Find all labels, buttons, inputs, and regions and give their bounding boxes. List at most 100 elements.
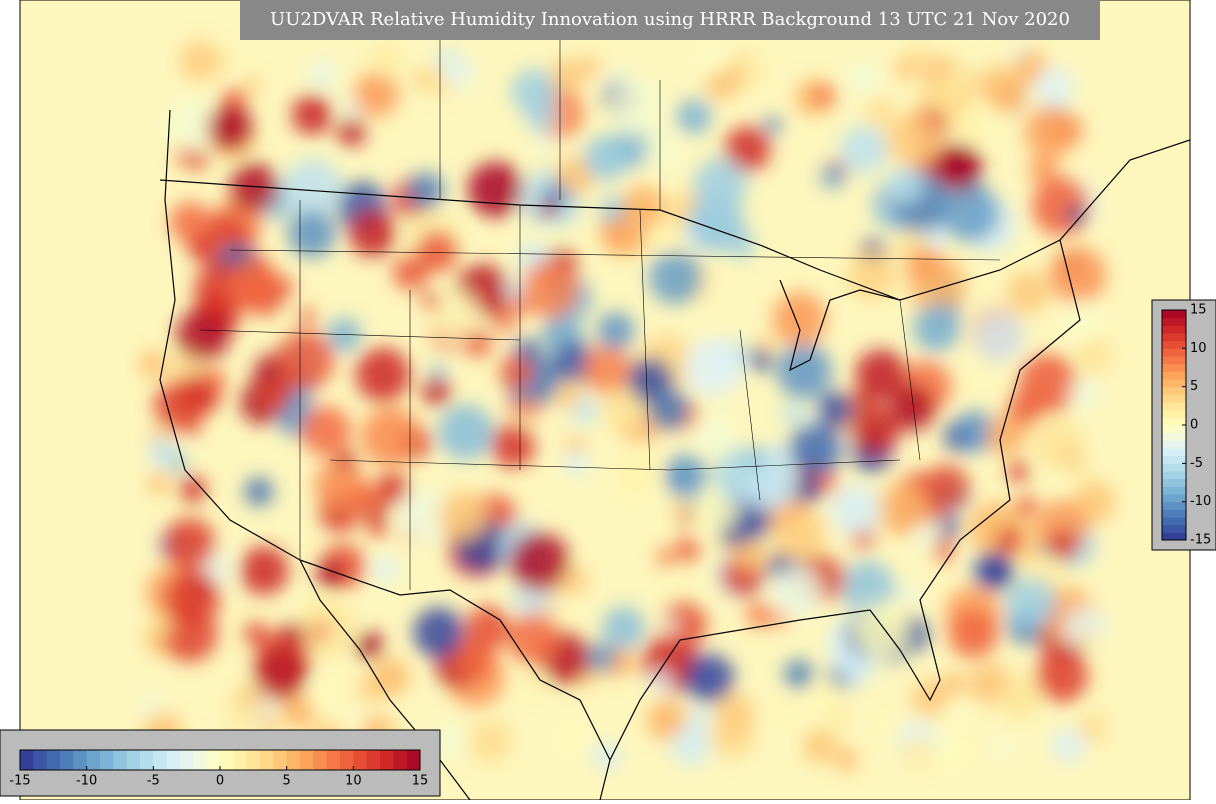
humidity-blob [1014, 495, 1038, 519]
humidity-blob [229, 162, 279, 212]
humidity-blob [509, 531, 569, 592]
humidity-blob [887, 166, 924, 204]
humidity-blob [582, 344, 632, 394]
colorbar-segment [166, 750, 181, 770]
humidity-blob [694, 414, 736, 456]
humidity-blob [307, 681, 338, 712]
colorbar-segment [353, 750, 368, 770]
humidity-blob [746, 601, 773, 628]
humidity-blob [1024, 106, 1077, 159]
humidity-blob [201, 368, 226, 393]
humidity-blob [763, 116, 782, 134]
colorbar-segment [1162, 333, 1186, 342]
humidity-blob [469, 720, 512, 763]
colorbar-segment [1162, 432, 1186, 441]
humidity-blob [179, 40, 220, 82]
humidity-blob [608, 78, 668, 137]
humidity-blob [583, 135, 629, 181]
humidity-blob [905, 246, 944, 285]
humidity-blob [886, 112, 941, 167]
humidity-blob [876, 483, 928, 536]
humidity-blob [811, 83, 837, 109]
colorbar-segment [273, 750, 288, 770]
colorbar-segment [260, 750, 274, 770]
colorbar-segment [286, 750, 301, 770]
humidity-blob [1005, 577, 1057, 629]
colorbar-segment [313, 750, 328, 770]
humidity-blob [413, 607, 464, 658]
humidity-blob [664, 453, 708, 498]
humidity-blob [992, 736, 1014, 758]
colorbar-segment [1162, 386, 1186, 395]
humidity-blob [1079, 714, 1107, 742]
humidity-blob [558, 726, 586, 753]
humidity-blob [839, 125, 888, 174]
humidity-blob [675, 98, 712, 135]
humidity-blob [422, 377, 451, 406]
humidity-blob [368, 43, 403, 78]
colorbar-segment [60, 750, 74, 770]
humidity-blob [282, 159, 343, 219]
humidity-blob [179, 475, 207, 503]
humidity-blob [1007, 460, 1029, 483]
humidity-blob [166, 99, 218, 152]
colorbar-tick-label: -5 [147, 774, 160, 789]
colorbar-segment [1162, 509, 1186, 518]
colorbar-segment [86, 750, 101, 770]
humidity-blob [148, 436, 179, 468]
humidity-blob [349, 484, 381, 517]
humidity-blob [491, 423, 536, 468]
humidity-blob [579, 56, 600, 77]
humidity-blob [993, 79, 1028, 114]
colorbar-segment [206, 750, 221, 770]
humidity-blob [441, 55, 476, 90]
colorbar-segment [1162, 317, 1186, 326]
humidity-blob [847, 250, 897, 300]
humidity-blob [254, 647, 308, 701]
humidity-blob [998, 675, 1042, 719]
humidity-blob [782, 403, 804, 425]
humidity-blob [770, 566, 823, 618]
humidity-blob [475, 290, 498, 313]
humidity-blob [463, 329, 492, 358]
humidity-blob [372, 556, 399, 583]
colorbar-tick-label: -15 [9, 774, 30, 789]
colorbar-segment [20, 750, 34, 770]
humidity-blob [371, 658, 410, 697]
humidity-blob [648, 250, 702, 305]
humidity-blob [139, 693, 161, 716]
colorbar-segment [1162, 348, 1186, 357]
humidity-blob [244, 622, 267, 645]
colorbar-segment [1162, 379, 1186, 388]
humidity-blob [975, 551, 1015, 591]
colorbar-vertical: -15 -10 -5 0 5 10 15 [1161, 303, 1211, 548]
humidity-blob [705, 67, 739, 101]
humidity-blob [520, 398, 541, 420]
colorbar-tick-label: 5 [283, 774, 291, 789]
humidity-blob [772, 292, 827, 346]
humidity-blob [187, 149, 208, 170]
humidity-blob [727, 231, 755, 259]
colorbar-segment [406, 750, 421, 770]
humidity-blob [1018, 354, 1078, 414]
colorbar-segment [1162, 532, 1186, 541]
colorbar-segment [100, 750, 114, 770]
humidity-blob [661, 617, 679, 635]
humidity-blob [316, 560, 344, 588]
humidity-blob [901, 584, 919, 602]
humidity-blob [337, 117, 366, 147]
humidity-blob [1033, 66, 1075, 108]
colorbar-segment [153, 750, 168, 770]
humidity-blob [986, 416, 1026, 456]
humidity-blob [671, 725, 711, 766]
humidity-blob [614, 450, 661, 497]
colorbar-segment [193, 750, 208, 770]
humidity-blob [792, 473, 822, 503]
humidity-blob [176, 308, 230, 362]
humidity-blob [724, 126, 771, 172]
humidity-blob [507, 613, 560, 666]
colorbar-horizontal: -15 -10 -5 0 5 10 15 [9, 749, 428, 789]
humidity-blob [521, 260, 580, 318]
humidity-blob [182, 417, 201, 436]
